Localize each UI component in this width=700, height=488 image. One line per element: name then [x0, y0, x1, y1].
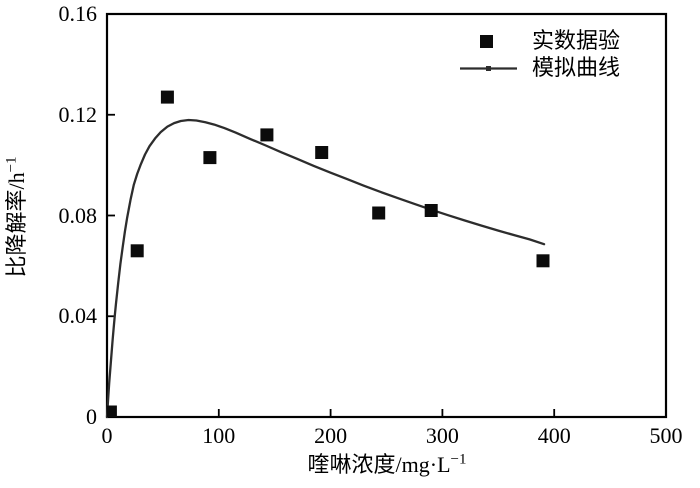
y-tick-label: 0.16 [58, 1, 98, 26]
y-tick-label: 0.08 [58, 202, 98, 228]
legend-label-data-series: 实数据验 [532, 28, 621, 53]
data-point-marker [424, 204, 438, 217]
x-axis-title-text: 喹啉浓度/mg·L [307, 452, 451, 477]
x-tick-label: 500 [649, 423, 683, 448]
data-point-marker [536, 254, 550, 268]
x-axis-title-superscript: −1 [450, 451, 467, 468]
legend-line-dot-marker [486, 66, 491, 71]
y-axis-title-text: 比降解率/h [4, 172, 29, 278]
x-tick-label: 0 [101, 423, 113, 448]
data-point-marker [160, 90, 174, 104]
data-point-marker [130, 244, 144, 258]
x-tick-label: 400 [537, 423, 571, 448]
data-point-marker [203, 151, 217, 165]
y-axis-title-superscript: −1 [3, 156, 20, 173]
fit-curve-line [105, 118, 546, 419]
x-tick-label: 200 [314, 423, 348, 448]
legend-square-marker [480, 35, 493, 48]
data-point-marker [107, 405, 117, 417]
data-point-marker [260, 128, 274, 142]
data-point-marker [315, 146, 329, 159]
legend-label-fit-curve: 模拟曲线 [532, 55, 621, 80]
y-axis-title: 比降解率/h−1 [4, 156, 30, 277]
data-point-marker [372, 206, 386, 220]
data-points [107, 90, 550, 417]
x-axis-title: 喹啉浓度/mg·L−1 [308, 452, 467, 478]
x-tick-label: 100 [202, 423, 236, 448]
y-tick-label: 0.12 [58, 101, 98, 127]
y-tick-label: 0 [86, 404, 97, 429]
y-tick-label: 0.04 [58, 303, 98, 329]
x-tick-label: 300 [425, 423, 459, 448]
